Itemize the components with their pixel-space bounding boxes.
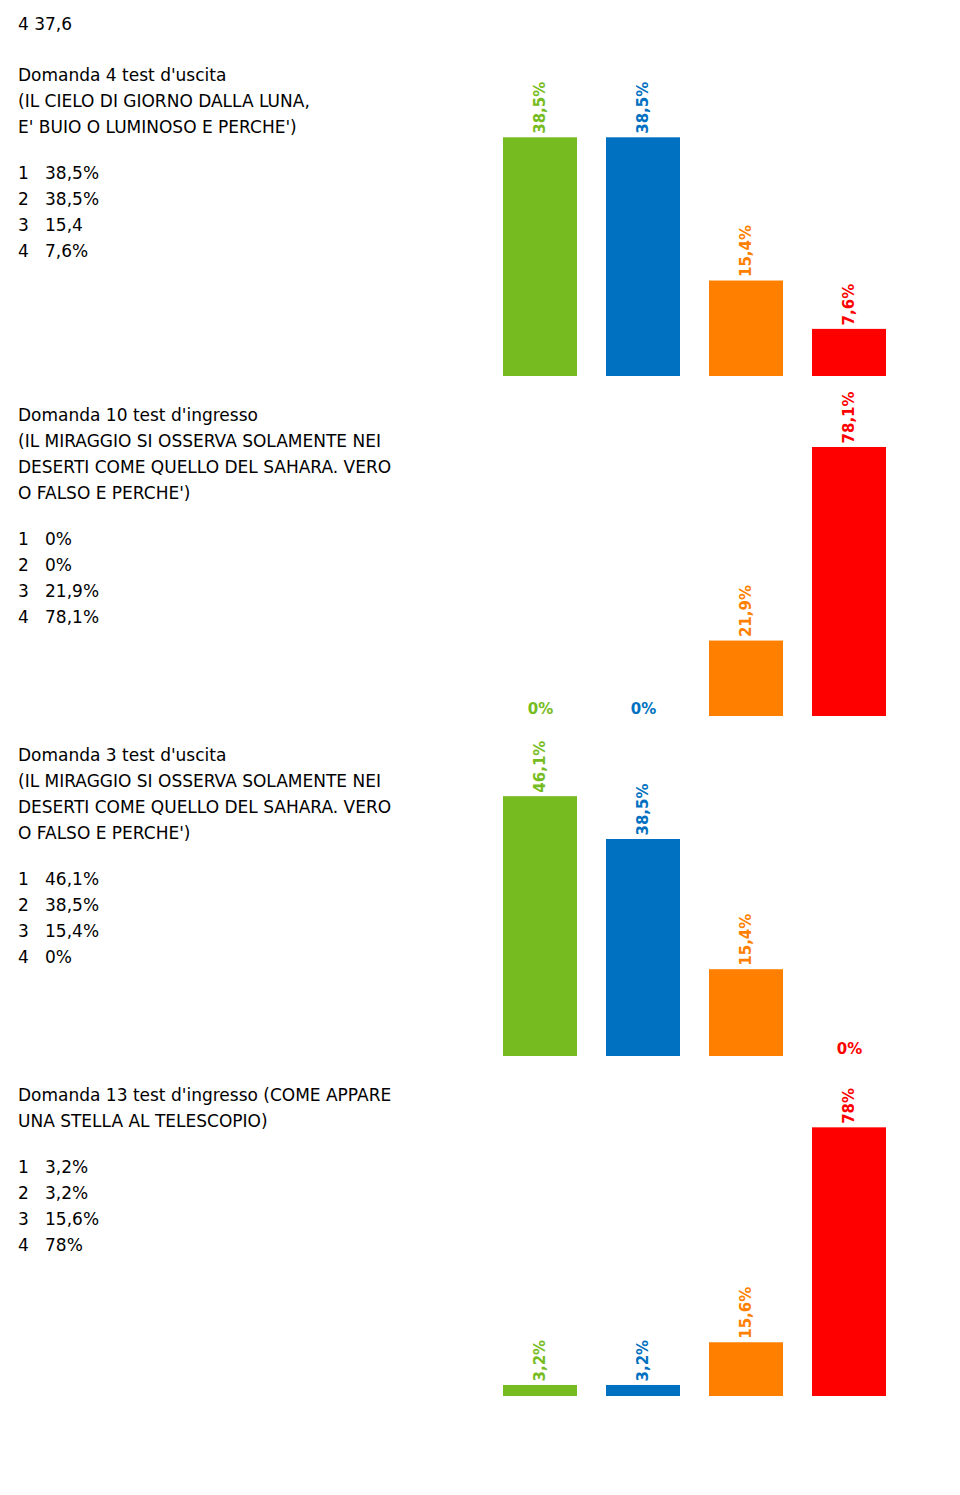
svg-text:15,4%: 15,4% <box>737 225 755 277</box>
html-text:4 78%: 4 78% <box>18 1235 83 1255</box>
svg-text:15,4%: 15,4% <box>737 914 755 966</box>
html-text:(IL MIRAGGIO SI OSSERVA SOLAME: (IL MIRAGGIO SI OSSERVA SOLAMENTE NEI <box>18 431 381 451</box>
html-text:4 37,6: 4 37,6 <box>18 14 73 34</box>
svg-text:3,2%: 3,2% <box>531 1340 549 1382</box>
html-text:2 3,2%: 2 3,2% <box>18 1183 89 1203</box>
html-text:3 21,9%: 3 21,9% <box>18 581 99 601</box>
svg-text:0%: 0% <box>528 700 553 718</box>
html-text:(IL MIRAGGIO SI OSSERVA SOLAME: (IL MIRAGGIO SI OSSERVA SOLAMENTE NEI <box>18 771 381 791</box>
html-text:3 15,4: 3 15,4 <box>18 215 83 235</box>
html-text:Domanda 4 test d'uscita: Domanda 4 test d'uscita <box>18 65 227 85</box>
html-text:3 15,6%: 3 15,6% <box>18 1209 99 1229</box>
html-text:DESERTI COME QUELLO DEL SAHARA: DESERTI COME QUELLO DEL SAHARA. VERO <box>18 797 392 817</box>
html-text:2 0%: 2 0% <box>18 555 72 575</box>
svg-text:78%: 78% <box>840 1088 858 1124</box>
svg-text:3,2%: 3,2% <box>634 1340 652 1382</box>
html-text:2 38,5%: 2 38,5% <box>18 189 99 209</box>
html-text:UNA STELLA AL TELESCOPIO): UNA STELLA AL TELESCOPIO) <box>18 1111 268 1131</box>
svg-text:21,9%: 21,9% <box>737 585 755 637</box>
svg-text:15,6%: 15,6% <box>737 1287 755 1339</box>
svg-text:38,5%: 38,5% <box>634 783 652 835</box>
html-text:DESERTI COME QUELLO DEL SAHARA: DESERTI COME QUELLO DEL SAHARA. VERO <box>18 457 392 477</box>
svg-text:38,5%: 38,5% <box>531 82 549 134</box>
html-text:4 7,6%: 4 7,6% <box>18 241 89 261</box>
html-text:4 78,1%: 4 78,1% <box>18 607 99 627</box>
html-text:E' BUIO O LUMINOSO E PERCHE'): E' BUIO O LUMINOSO E PERCHE') <box>18 117 297 137</box>
html-text:1 0%: 1 0% <box>18 529 72 549</box>
html-text:1 46,1%: 1 46,1% <box>18 869 99 889</box>
html-text:O FALSO E PERCHE'): O FALSO E PERCHE') <box>18 823 191 843</box>
svg-text:0%: 0% <box>837 1040 862 1058</box>
html-text:Domanda 3 test d'uscita: Domanda 3 test d'uscita <box>18 745 227 765</box>
html-text:2 38,5%: 2 38,5% <box>18 895 99 915</box>
svg-text:0%: 0% <box>631 700 656 718</box>
svg-text:7,6%: 7,6% <box>840 284 858 326</box>
svg-text:46,1%: 46,1% <box>531 741 549 793</box>
html-text:1 38,5%: 1 38,5% <box>18 163 99 183</box>
html-text:(IL CIELO DI GIORNO DALLA LUNA: (IL CIELO DI GIORNO DALLA LUNA, <box>18 91 310 111</box>
html-text:O FALSO E PERCHE'): O FALSO E PERCHE') <box>18 483 191 503</box>
html-text:Domanda 13 test d'ingresso (CO: Domanda 13 test d'ingresso (COME APPARE <box>18 1085 392 1105</box>
svg-text:78,1%: 78,1% <box>840 391 858 443</box>
html-text:Domanda 10 test d'ingresso: Domanda 10 test d'ingresso <box>18 405 258 425</box>
svg-text:38,5%: 38,5% <box>634 82 652 134</box>
html-text:3 15,4%: 3 15,4% <box>18 921 99 941</box>
html-text:4 0%: 4 0% <box>18 947 72 967</box>
html-text:1 3,2%: 1 3,2% <box>18 1157 89 1177</box>
